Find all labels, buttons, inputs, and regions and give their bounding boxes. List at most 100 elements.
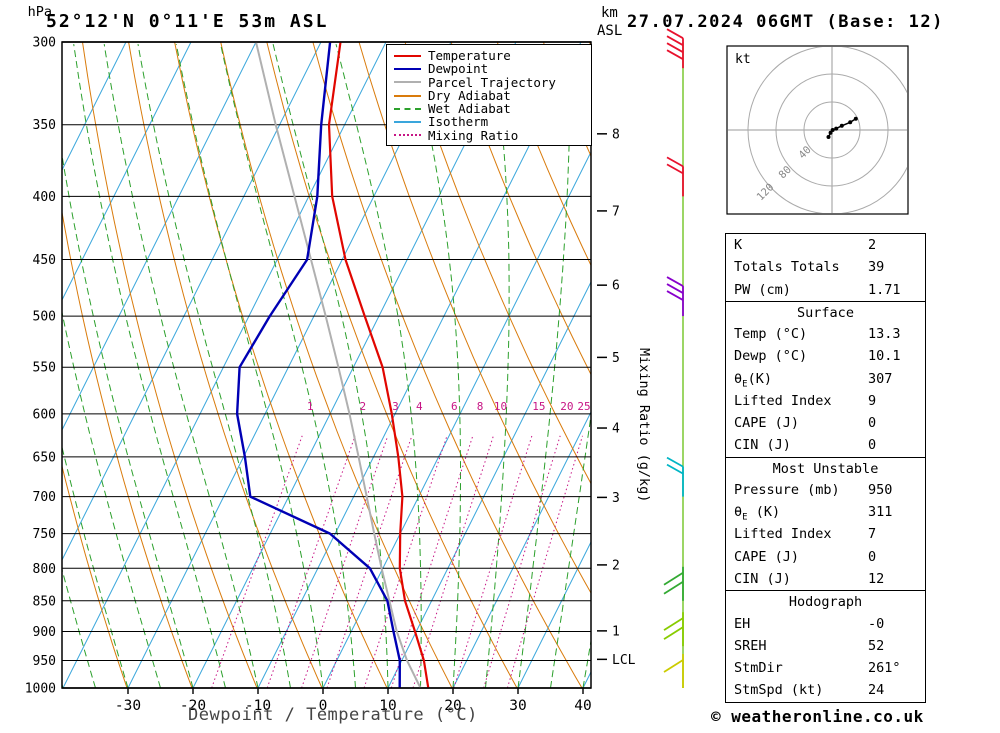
hodo-ring [803, 101, 861, 159]
wind-barb [666, 28, 684, 69]
pressure-tick-label: 1000 [25, 682, 56, 697]
table-row-label: CIN (J) [734, 570, 791, 587]
hodo-unit-label: kt [735, 52, 751, 67]
table-row-label: CAPE (J) [734, 415, 800, 432]
mixing-ratio-label: 15 [532, 400, 545, 413]
table-row-label: PW (cm) [734, 281, 791, 298]
table-row-value: 1.71 [868, 281, 901, 298]
table-row-value: 7 [868, 526, 877, 543]
isotherm-line [62, 42, 322, 562]
wet-adiabat-line [62, 567, 96, 688]
wind-barb [666, 276, 684, 317]
hodograph-trace-point [839, 123, 844, 128]
wind-barb [663, 654, 684, 688]
legend-line-swatch [394, 67, 421, 70]
pressure-tick-label: 550 [33, 361, 56, 376]
wet-adiabat-line [409, 43, 461, 688]
temp-tick-label: 10 [379, 698, 396, 714]
table-row-label: Dewp (°C) [734, 348, 808, 365]
table-row-value: 12 [868, 570, 885, 587]
legend-line-swatch [394, 121, 421, 124]
dry-adiabat-line [496, 42, 591, 267]
table-row-label: θE(K) [734, 370, 772, 390]
temp-tick-label: -20 [180, 698, 206, 714]
hodograph-trace-point [834, 126, 839, 131]
xaxis-label: Dewpoint / Temperature (°C) [188, 705, 478, 725]
legend-line-swatch [394, 94, 421, 97]
legend-item: Mixing Ratio [394, 128, 591, 142]
legend: Temperature Dewpoint Parcel Trajectory Dry … [386, 44, 592, 147]
table-row: θE (K) 311 [726, 501, 925, 523]
table-row-label: StmSpd (kt) [734, 682, 824, 699]
mixing-ratio-label: 3 [392, 400, 399, 413]
table-row: PW (cm) 1.71 [726, 279, 925, 301]
legend-label: Dry Adiabat [428, 87, 511, 103]
km-tick-label: 1 [612, 624, 620, 639]
table-row: CIN (J) 0 [726, 434, 925, 456]
pressure-tick-label: 700 [33, 490, 56, 505]
wet-adiabat-line [485, 44, 510, 688]
hodo-ring [747, 47, 907, 213]
table-row: StmSpd (kt) 24 [726, 679, 925, 701]
dry-adiabat-line [450, 42, 591, 376]
wet-adiabat-line [103, 44, 259, 688]
table-row: Dewp (°C) 10.1 [726, 345, 925, 367]
km-axis-label-km: km [601, 5, 618, 21]
pressure-tick-label: 350 [33, 118, 56, 133]
table-row: CAPE (J) 0 [726, 546, 925, 568]
mixing-ratio-line [326, 435, 413, 688]
table-section-header: Surface [726, 300, 925, 323]
mixing-ratio-line [390, 435, 474, 688]
mixing-ratio-label: 10 [494, 400, 507, 413]
wet-adiabat-line [73, 44, 226, 688]
isotherm-line [387, 280, 591, 688]
table-row-label: CAPE (J) [734, 548, 800, 565]
legend-label: Dewpoint [428, 61, 489, 77]
dewpoint-curve [235, 42, 401, 688]
legend-label: Wet Adiabat [428, 101, 511, 117]
table-row-value: -0 [868, 615, 885, 632]
hodograph-trace-point [853, 116, 858, 121]
isotherm-line [62, 42, 257, 432]
wind-barb [666, 456, 684, 497]
isotherm-line [62, 42, 387, 688]
table-row-label: Lifted Index [734, 526, 832, 543]
mixing-ratio-label: 6 [451, 400, 458, 413]
wet-adiabat-line [335, 43, 422, 688]
legend-item: Isotherm [394, 114, 591, 130]
km-tick-label: 8 [612, 127, 620, 142]
km-tick-label: LCL [612, 653, 636, 668]
legend-label: Isotherm [428, 114, 489, 130]
mixing-ratio-line [453, 435, 533, 688]
station-title: 52°12'N 0°11'E 53m ASL [46, 11, 329, 32]
isotherm-line [257, 42, 582, 688]
table-section-header: Most Unstable [726, 456, 925, 479]
km-tick-label: 4 [612, 422, 620, 437]
table-row-value: 2 [868, 237, 877, 253]
wet-adiabat-line [62, 444, 129, 688]
table-row: StmDir 261° [726, 657, 925, 679]
legend-label: Parcel Trajectory [428, 74, 556, 90]
table-row-label: Totals Totals [734, 259, 840, 276]
wet-adiabat-line [517, 44, 571, 688]
hodograph-trace-point [848, 120, 853, 125]
mixing-ratio-label: 4 [416, 400, 423, 413]
table-row-value: 9 [868, 392, 877, 409]
table-section-header: Hodograph [726, 590, 925, 612]
table-row-label: K [734, 237, 743, 253]
pressure-tick-label: 900 [33, 625, 56, 640]
mixing-ratio-label: 2 [360, 400, 367, 413]
mixing-ratio-label: 20 [560, 400, 573, 413]
table-row-label: SREH [734, 637, 767, 654]
dry-adiabat-line [62, 464, 128, 688]
table-row-value: 10.1 [868, 348, 901, 365]
table-row-label: StmDir [734, 660, 783, 677]
copyright: © weatheronline.co.uk [711, 707, 924, 726]
table-row: Totals Totals 39 [726, 256, 925, 278]
hodograph-trace-point [828, 130, 833, 135]
mixing-ratio-label: 1 [307, 400, 314, 413]
legend-item: Dry Adiabat [394, 89, 591, 102]
